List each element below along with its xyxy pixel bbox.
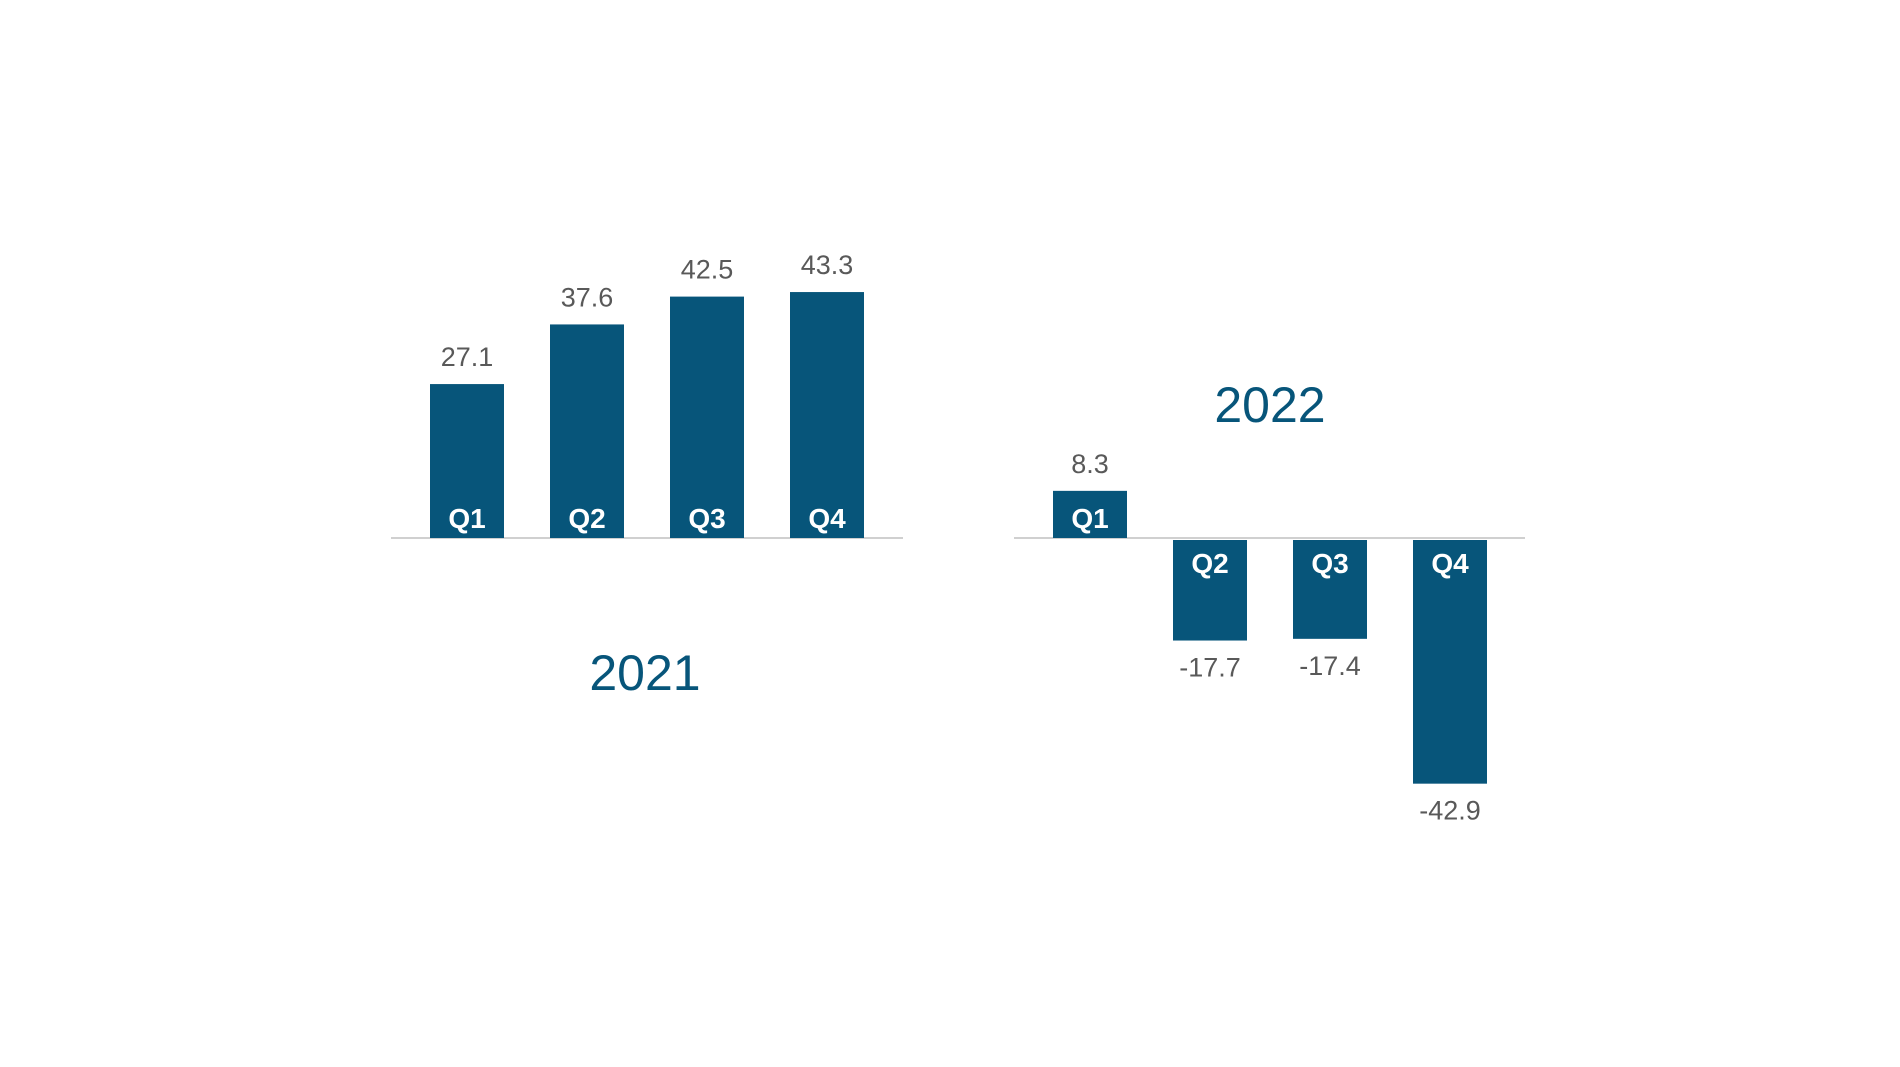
value-label-2021-q3: 42.5 bbox=[681, 255, 734, 285]
category-label-2021-q1: Q1 bbox=[448, 503, 485, 534]
bar-2021-q2 bbox=[550, 324, 624, 538]
chart-title-2022: 2022 bbox=[1214, 377, 1325, 433]
value-label-2021-q2: 37.6 bbox=[561, 282, 614, 312]
value-label-2022-q4: -42.9 bbox=[1419, 796, 1481, 826]
value-label-2022-q1: 8.3 bbox=[1071, 449, 1109, 479]
category-label-2022-q3: Q3 bbox=[1311, 548, 1348, 579]
chart-panel-2022: 2022 Q1 8.3 Q2 -17.7 Q3 -17.4 Q4 -42.9 bbox=[1014, 377, 1525, 826]
category-label-2022-q1: Q1 bbox=[1071, 503, 1108, 534]
bar-2022-q2 bbox=[1173, 540, 1247, 641]
category-label-2021-q4: Q4 bbox=[808, 503, 846, 534]
bar-2021-q4 bbox=[790, 292, 864, 538]
bar-2022-q3 bbox=[1293, 540, 1367, 639]
category-label-2021-q2: Q2 bbox=[568, 503, 605, 534]
bar-2022-q1 bbox=[1053, 490, 1127, 538]
bar-2021-q1 bbox=[430, 384, 504, 538]
value-label-2022-q3: -17.4 bbox=[1299, 651, 1361, 681]
chart-panel-2021: 2021 Q1 27.1 Q2 37.6 Q3 42.5 Q4 43.3 bbox=[391, 250, 903, 701]
category-label-2022-q2: Q2 bbox=[1191, 548, 1228, 579]
chart-title-2021: 2021 bbox=[589, 645, 700, 701]
bar-2022-q4 bbox=[1413, 540, 1487, 784]
value-label-2021-q1: 27.1 bbox=[441, 342, 494, 372]
value-label-2022-q2: -17.7 bbox=[1179, 653, 1241, 683]
bar-2021-q3 bbox=[670, 296, 744, 538]
category-label-2021-q3: Q3 bbox=[688, 503, 725, 534]
value-label-2021-q4: 43.3 bbox=[801, 250, 854, 280]
category-label-2022-q4: Q4 bbox=[1431, 548, 1469, 579]
